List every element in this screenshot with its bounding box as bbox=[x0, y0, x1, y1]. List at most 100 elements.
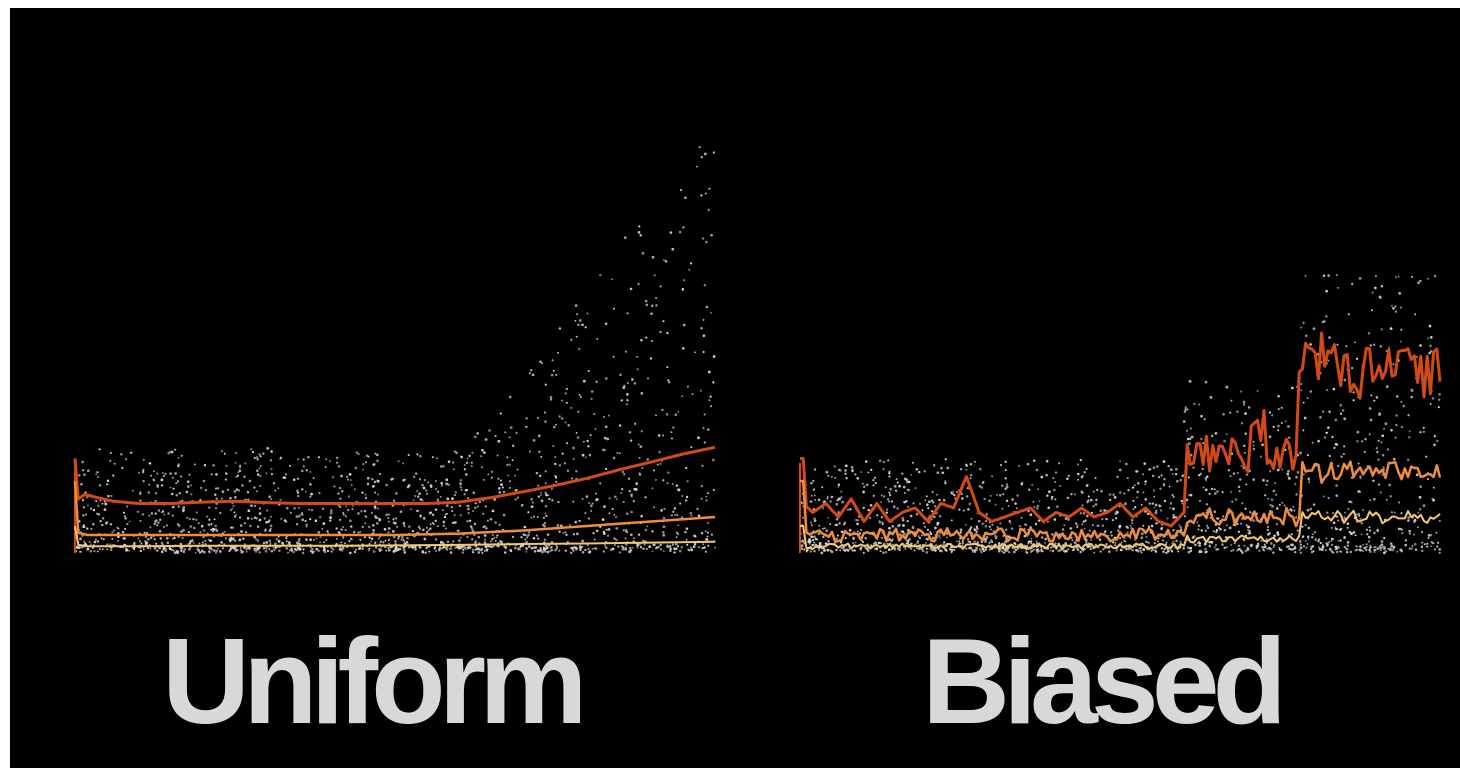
data-point bbox=[1037, 488, 1040, 491]
data-point bbox=[426, 492, 428, 495]
data-point bbox=[640, 392, 644, 395]
data-point bbox=[304, 537, 308, 541]
data-point bbox=[1383, 536, 1386, 540]
data-point bbox=[459, 513, 462, 517]
data-point bbox=[378, 518, 381, 521]
data-point bbox=[629, 533, 633, 537]
data-point bbox=[1118, 468, 1122, 472]
data-point bbox=[273, 548, 276, 551]
data-point bbox=[1343, 516, 1346, 519]
data-point bbox=[971, 548, 974, 551]
data-point bbox=[605, 528, 608, 531]
data-point bbox=[1394, 305, 1397, 308]
data-point bbox=[388, 538, 391, 540]
data-point bbox=[174, 448, 177, 451]
data-point bbox=[528, 531, 531, 534]
data-point bbox=[1015, 548, 1018, 551]
data-point bbox=[639, 546, 643, 549]
data-point bbox=[1004, 477, 1007, 480]
data-point bbox=[1109, 531, 1113, 534]
data-point bbox=[1277, 424, 1280, 428]
data-point bbox=[616, 451, 619, 454]
data-point bbox=[872, 542, 875, 545]
data-point bbox=[216, 487, 219, 490]
data-point bbox=[616, 498, 618, 501]
data-point bbox=[1031, 483, 1033, 486]
data-point bbox=[407, 546, 410, 549]
data-point bbox=[920, 534, 923, 537]
data-point bbox=[142, 479, 145, 483]
data-point bbox=[1382, 466, 1385, 469]
data-point bbox=[429, 527, 432, 530]
data-point bbox=[480, 549, 483, 552]
data-point bbox=[310, 492, 313, 496]
data-point bbox=[1204, 477, 1207, 480]
data-point bbox=[144, 540, 147, 543]
data-point bbox=[372, 532, 375, 535]
data-point bbox=[240, 550, 244, 554]
data-point bbox=[1130, 518, 1134, 522]
data-point bbox=[912, 502, 915, 505]
data-point bbox=[215, 497, 218, 500]
data-point bbox=[226, 488, 230, 491]
data-point bbox=[535, 471, 539, 475]
data-point bbox=[1335, 443, 1339, 446]
data-point bbox=[809, 550, 813, 553]
data-point bbox=[101, 502, 104, 505]
data-point bbox=[706, 531, 709, 534]
data-point bbox=[1157, 476, 1161, 479]
data-point bbox=[927, 507, 930, 510]
data-point bbox=[827, 516, 830, 519]
data-point bbox=[1140, 503, 1143, 506]
data-point bbox=[898, 484, 901, 488]
data-point bbox=[1175, 468, 1178, 471]
data-point bbox=[1136, 470, 1139, 473]
data-point bbox=[378, 472, 382, 476]
data-point bbox=[587, 550, 591, 554]
data-point bbox=[1368, 529, 1372, 532]
data-point bbox=[596, 337, 599, 340]
data-point bbox=[324, 466, 327, 468]
data-point bbox=[649, 546, 652, 549]
data-point bbox=[177, 457, 180, 459]
data-point bbox=[611, 278, 613, 281]
data-point bbox=[1426, 545, 1429, 548]
data-point bbox=[1010, 527, 1014, 530]
data-point bbox=[705, 499, 708, 502]
data-point bbox=[714, 546, 716, 549]
data-point bbox=[1188, 437, 1192, 440]
data-point bbox=[886, 542, 889, 545]
data-point bbox=[141, 470, 145, 474]
data-point bbox=[457, 529, 460, 532]
data-point bbox=[1332, 521, 1336, 525]
data-point bbox=[1008, 551, 1011, 554]
data-point bbox=[1004, 549, 1007, 552]
data-point bbox=[955, 540, 958, 543]
data-point bbox=[423, 479, 426, 481]
data-point bbox=[572, 500, 575, 503]
data-point bbox=[1375, 446, 1379, 450]
data-point bbox=[258, 512, 262, 515]
data-point bbox=[340, 474, 343, 478]
data-point bbox=[620, 399, 623, 402]
data-point bbox=[103, 508, 107, 511]
data-point bbox=[1045, 459, 1049, 463]
data-point bbox=[1380, 441, 1383, 444]
data-point bbox=[1268, 435, 1272, 439]
data-point bbox=[646, 525, 649, 528]
data-point bbox=[138, 540, 141, 543]
data-point bbox=[1109, 498, 1112, 501]
data-point bbox=[904, 548, 907, 551]
data-point bbox=[194, 551, 197, 554]
data-point bbox=[81, 498, 85, 502]
data-point bbox=[293, 507, 296, 510]
data-point bbox=[1006, 483, 1009, 486]
data-point bbox=[662, 258, 665, 261]
data-points bbox=[73, 146, 716, 555]
data-point bbox=[980, 486, 984, 489]
data-point bbox=[239, 466, 241, 469]
data-point bbox=[285, 537, 288, 540]
data-point bbox=[663, 507, 666, 511]
data-point bbox=[801, 502, 804, 505]
data-point bbox=[1089, 548, 1092, 551]
